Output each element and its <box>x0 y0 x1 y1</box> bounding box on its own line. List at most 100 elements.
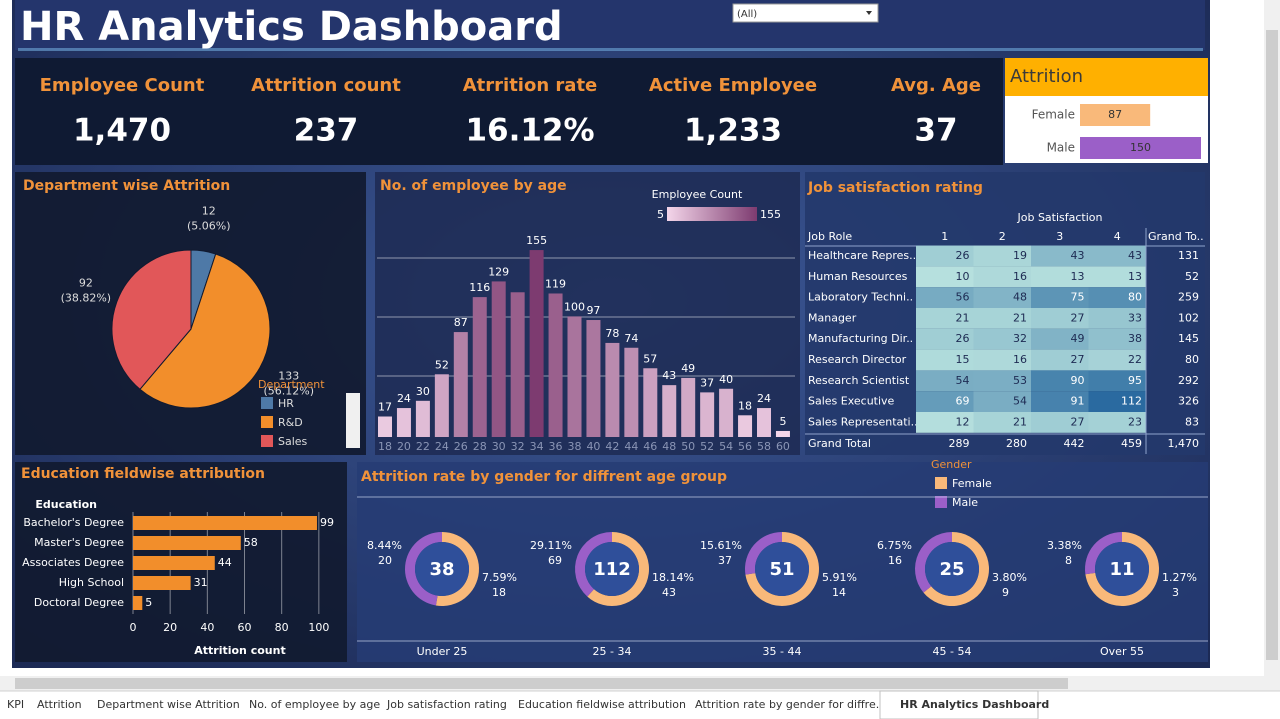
cell-value: 33 <box>1128 311 1142 324</box>
x-tick-label: 26 <box>454 440 468 453</box>
x-tick-label: 50 <box>681 440 695 453</box>
cell-value: 32 <box>1013 332 1027 345</box>
male-count: 3 <box>1172 586 1179 599</box>
kpi-label: Atrrition rate <box>463 75 598 96</box>
donut-center <box>415 542 469 596</box>
cell-value: 54 <box>1013 395 1027 408</box>
cell-value: 27 <box>1071 353 1085 366</box>
tab: Attrition rate by gender for diffre... <box>695 698 886 711</box>
heat-cell <box>1088 370 1146 392</box>
female-pct: 29.11% <box>530 539 572 552</box>
heat-cell <box>1031 328 1089 350</box>
row-total: 259 <box>1178 291 1199 304</box>
bar-label: 31 <box>194 576 208 589</box>
total-label: Grand Total <box>808 437 871 450</box>
legend-label: Sales <box>278 435 308 448</box>
heat-cell <box>1088 287 1146 308</box>
kpi-value: 16.12% <box>465 113 594 149</box>
cell-value: 10 <box>956 270 970 283</box>
cell-value: 75 <box>1071 291 1085 304</box>
cell-value: 27 <box>1071 415 1085 428</box>
female-count: 20 <box>378 554 392 567</box>
bar-label: 58 <box>244 536 258 549</box>
x-tick-label: 60 <box>238 621 252 634</box>
age-bar <box>643 368 658 437</box>
gender-value: 87 <box>1108 108 1122 121</box>
panel-title: No. of employee by age <box>380 178 567 194</box>
pie-value: 92 <box>79 276 93 289</box>
x-tick-label: 28 <box>473 440 487 453</box>
v-scroll-thumb[interactable] <box>1266 30 1278 660</box>
legend-title: Employee Count <box>652 188 743 201</box>
active-tab[interactable] <box>879 690 1039 719</box>
table-header: 2 <box>999 230 1006 243</box>
panel-title: Job satisfaction rating <box>807 180 983 196</box>
x-tick-label: 56 <box>738 440 752 453</box>
group-label: 45 - 54 <box>933 645 972 658</box>
h-scroll-thumb[interactable] <box>15 678 1068 689</box>
table-header: 4 <box>1114 230 1121 243</box>
pie-value: 12 <box>202 204 216 217</box>
row-label: Manufacturing Dir.. <box>808 332 913 345</box>
cell-value: 90 <box>1071 374 1085 387</box>
filter-dropdown[interactable] <box>732 3 879 23</box>
tab: Education fieldwise attribution <box>518 698 686 711</box>
row-label: Laboratory Techni.. <box>808 291 913 304</box>
donut-male <box>405 532 442 606</box>
female-count: 8 <box>1065 554 1072 567</box>
donut-male <box>745 532 782 575</box>
tab: KPI <box>7 698 24 711</box>
female-count: 16 <box>888 554 902 567</box>
row-label: Research Scientist <box>808 374 910 387</box>
cell-value: 91 <box>1071 395 1085 408</box>
header-bar <box>15 0 1205 50</box>
legend-swatch <box>261 397 273 409</box>
cell-value: 54 <box>956 374 970 387</box>
total-value: 280 <box>1006 437 1027 450</box>
row-label: Healthcare Repres.. <box>808 249 916 262</box>
donut-center <box>925 542 979 596</box>
header-rule <box>18 48 1203 51</box>
x-tick-label: 22 <box>416 440 430 453</box>
legend-label: R&D <box>278 416 303 429</box>
gender-label: Male <box>1047 141 1075 155</box>
panel-title: Education fieldwise attribution <box>21 466 265 482</box>
row-label: Sales Executive <box>808 395 895 408</box>
cell-value: 43 <box>1071 249 1085 262</box>
legend-swatch <box>261 416 273 428</box>
x-tick-label: 40 <box>586 440 600 453</box>
row-total: 102 <box>1178 311 1199 324</box>
x-tick-label: 48 <box>662 440 676 453</box>
bar <box>133 536 241 550</box>
gender-header <box>1005 58 1208 96</box>
x-tick-label: 100 <box>308 621 329 634</box>
x-tick-label: 34 <box>530 440 544 453</box>
age-bar <box>719 388 734 437</box>
kpi-label: Attrition count <box>251 75 401 96</box>
heat-cell <box>1031 287 1089 308</box>
male-pct: 1.27% <box>1162 571 1197 584</box>
female-pct: 15.61% <box>700 539 742 552</box>
tab: No. of employee by age <box>249 698 380 711</box>
male-pct: 7.59% <box>482 571 517 584</box>
bar-label: 18 <box>738 399 752 412</box>
age-bar <box>472 297 487 437</box>
tab-active: HR Analytics Dashboard <box>900 698 1049 711</box>
x-tick-label: 80 <box>275 621 289 634</box>
bar-label: 30 <box>416 385 430 398</box>
cell-value: 26 <box>956 332 970 345</box>
cell-value: 13 <box>1071 270 1085 283</box>
cell-value: 27 <box>1071 311 1085 324</box>
legend-scroll[interactable] <box>346 393 360 448</box>
group-label: 35 - 44 <box>763 645 802 658</box>
row-total: 131 <box>1178 249 1199 262</box>
bar-label: 119 <box>545 277 566 290</box>
gender-title: Attrition <box>1010 66 1083 87</box>
row-total: 83 <box>1185 415 1199 428</box>
bar-label: 5 <box>145 596 152 609</box>
x-tick-label: 20 <box>397 440 411 453</box>
donut-male <box>575 532 612 597</box>
y-tick-label: Associates Degree <box>22 556 124 569</box>
bar-label: 155 <box>526 234 547 247</box>
